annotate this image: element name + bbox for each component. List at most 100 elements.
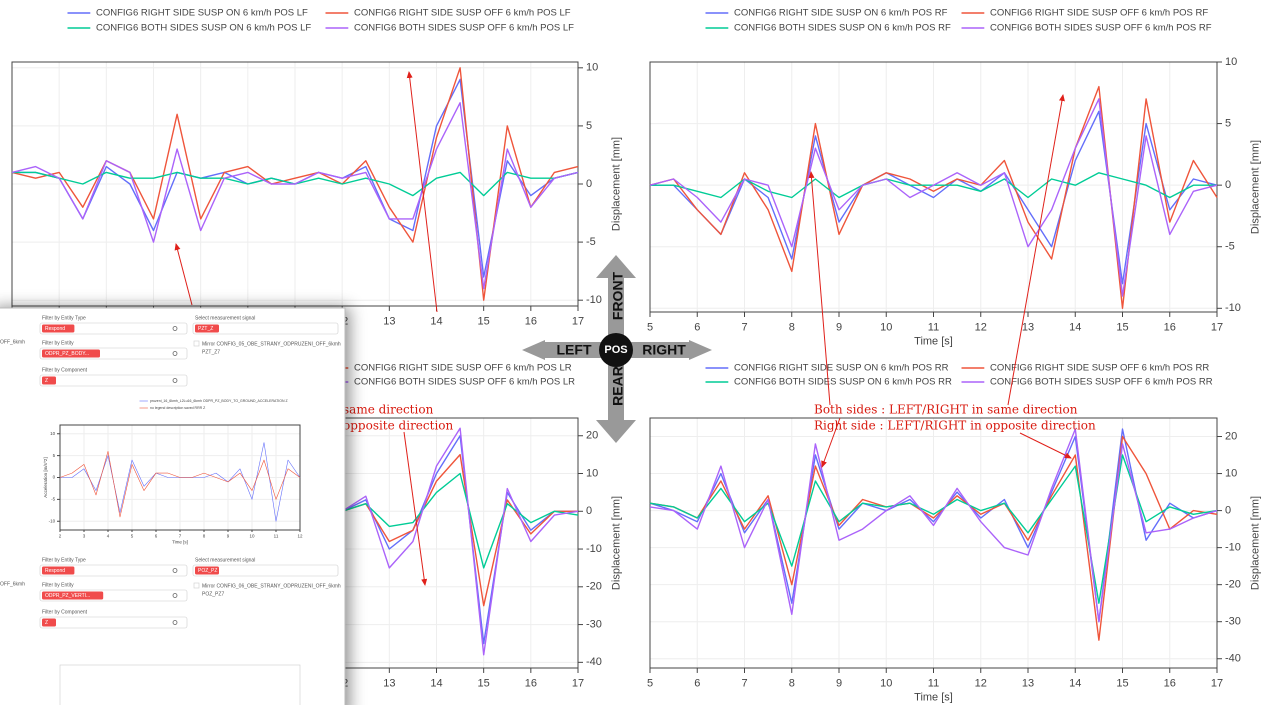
x-tick-label: 15 — [478, 315, 490, 327]
series-line — [649, 454, 1218, 604]
legend-label[interactable]: CONFIG6 BOTH SIDES SUSP ON 6 km/h POS RF — [734, 23, 951, 34]
x-tick-label: 9 — [836, 321, 842, 333]
x-axis-label: Time [s] — [914, 336, 953, 348]
dropdown[interactable] — [192, 322, 339, 335]
signal-label: Select measurement signal — [195, 315, 255, 321]
annotation: Right side : LEFT/RIGHT in opposite dire… — [814, 419, 1096, 433]
y-tick-label: -40 — [586, 656, 602, 668]
legend-label[interactable]: pruzeni_16_6kmh_L2Lu16_6kmh ODPR_PZ_BODY… — [150, 399, 288, 403]
legend-label[interactable]: CONFIG6 RIGHT SIDE SUSP OFF 6 km/h POS L… — [354, 8, 571, 19]
y-tick-label: -5 — [586, 236, 596, 248]
x-tick-label: 5 — [647, 321, 653, 333]
legend-label[interactable]: CONFIG6 BOTH SIDES SUSP ON 6 km/h POS RR — [734, 377, 952, 388]
legend-label[interactable]: CONFIG6 RIGHT SIDE SUSP ON 6 km/h POS RF — [734, 8, 948, 19]
y-axis-label: Displacement [mm] — [610, 137, 622, 231]
y-tick-label: 0 — [1225, 179, 1231, 191]
x-tick-label: 15 — [478, 677, 490, 689]
legend-label[interactable]: CONFIG6 BOTH SIDES SUSP OFF 6 km/h POS L… — [354, 377, 575, 388]
y-tick-label: 5 — [586, 120, 592, 132]
x-axis-label: Time [s] — [172, 539, 188, 544]
x-tick-label: 5 — [647, 677, 653, 689]
compass: POS FRONT REAR LEFT RIGHT — [522, 255, 712, 443]
legend-label[interactable]: CONFIG6 RIGHT SIDE SUSP OFF 6 km/h POS R… — [990, 363, 1209, 374]
x-tick-label: 9 — [227, 533, 230, 538]
chip — [42, 618, 56, 627]
mirror-label: Mirror CONFIG_06_OBE_STRANY_ODPRUZENI_OF… — [202, 583, 341, 589]
compass-arrow — [596, 358, 636, 443]
dropdown-icon — [172, 326, 178, 331]
signal-label: Select measurement signal — [195, 557, 255, 563]
x-tick-label: 16 — [1164, 677, 1176, 689]
filter-label: Filter by Entity Type — [42, 315, 86, 321]
y-tick-label: 0 — [586, 178, 592, 190]
x-tick-label: 17 — [1211, 677, 1223, 689]
legend-label[interactable]: CONFIG6 BOTH SIDES SUSP ON 6 km/h POS LF — [96, 23, 311, 34]
dropdown[interactable] — [39, 374, 188, 387]
series-line — [649, 428, 1218, 623]
legend-label[interactable]: no legend description saved RRR Z — [150, 406, 206, 410]
x-tick-label: 15 — [1116, 321, 1128, 333]
annotation: same direction — [343, 403, 434, 417]
x-tick-label: 10 — [880, 321, 892, 333]
compass-label: REAR — [610, 366, 626, 406]
legend-label[interactable]: CONFIG6 BOTH SIDES SUSP OFF 6 km/h POS R… — [990, 377, 1213, 388]
filter-label: Filter by Component — [42, 609, 88, 615]
legend-label[interactable]: CONFIG6 RIGHT SIDE SUSP OFF 6 km/h POS L… — [354, 363, 572, 374]
y-tick-label: 20 — [586, 430, 598, 442]
mirror-sub: POZ_PZ7 — [202, 591, 224, 597]
legend-label[interactable]: CONFIG6 RIGHT SIDE SUSP OFF 6 km/h POS R… — [990, 8, 1208, 19]
y-tick-label: -10 — [586, 543, 602, 555]
x-tick-label: 17 — [572, 677, 584, 689]
chip — [195, 566, 219, 575]
x-tick-label: 3 — [83, 533, 86, 538]
dropdown-icon — [172, 568, 178, 573]
x-tick-label: 14 — [430, 677, 442, 689]
chip-label: POZ_PZ — [198, 568, 217, 574]
y-tick-label: -10 — [49, 518, 56, 523]
x-tick-label: 15 — [1116, 677, 1128, 689]
x-tick-label: 14 — [1069, 321, 1081, 333]
y-tick-label: 5 — [1225, 117, 1231, 129]
chip — [42, 376, 56, 385]
dropdown[interactable] — [39, 564, 188, 577]
compass-arrow — [522, 340, 605, 360]
x-tick-label: 2 — [59, 533, 62, 538]
y-tick-label: -40 — [1225, 653, 1241, 665]
x-tick-label: 7 — [741, 677, 747, 689]
plot-frame — [649, 417, 1218, 669]
legend-label[interactable]: CONFIG6 BOTH SIDES SUSP OFF 6 km/h POS R… — [990, 23, 1212, 34]
chip-label: PZT_Z — [198, 326, 213, 332]
y-tick-label: -20 — [586, 581, 602, 593]
series-line — [649, 428, 1218, 623]
y-tick-label: -5 — [1225, 241, 1235, 253]
y-tick-label: 10 — [586, 467, 598, 479]
x-tick-label: 11 — [274, 533, 279, 538]
plot-frame — [11, 61, 579, 307]
dropdown-icon — [172, 378, 178, 383]
chip — [42, 591, 104, 600]
dropdown[interactable] — [39, 616, 188, 629]
chip — [42, 349, 100, 358]
x-tick-label: 8 — [203, 533, 206, 538]
annotation: Both sides : LEFT/RIGHT in same directio… — [814, 403, 1078, 417]
y-axis-label: Displacement [mm] — [1249, 140, 1261, 234]
compass-label: POS — [604, 344, 627, 356]
filter-label: Filter by Entity — [42, 340, 74, 346]
checkbox[interactable] — [193, 582, 200, 589]
legend-label[interactable]: CONFIG6 BOTH SIDES SUSP OFF 6 km/h POS L… — [354, 23, 574, 34]
mirror-sub: PZT_Z7 — [202, 349, 220, 355]
x-tick-label: 4 — [107, 533, 110, 538]
dropdown[interactable] — [39, 322, 188, 335]
filter-label: Filter by Entity — [42, 582, 74, 588]
y-axis-label: Displacement [mm] — [610, 496, 622, 590]
arrow — [808, 171, 831, 406]
x-tick-label: 16 — [525, 677, 537, 689]
arrow — [174, 243, 193, 306]
legend-label[interactable]: CONFIG6 RIGHT SIDE SUSP ON 6 km/h POS LF — [96, 8, 308, 19]
legend-label[interactable]: CONFIG6 RIGHT SIDE SUSP ON 6 km/h POS RR — [734, 363, 949, 374]
checkbox[interactable] — [193, 340, 200, 347]
x-tick-label: 10 — [880, 677, 892, 689]
dropdown[interactable] — [192, 564, 339, 577]
chip-label: Z — [45, 378, 48, 384]
x-tick-label: 7 — [741, 321, 747, 333]
